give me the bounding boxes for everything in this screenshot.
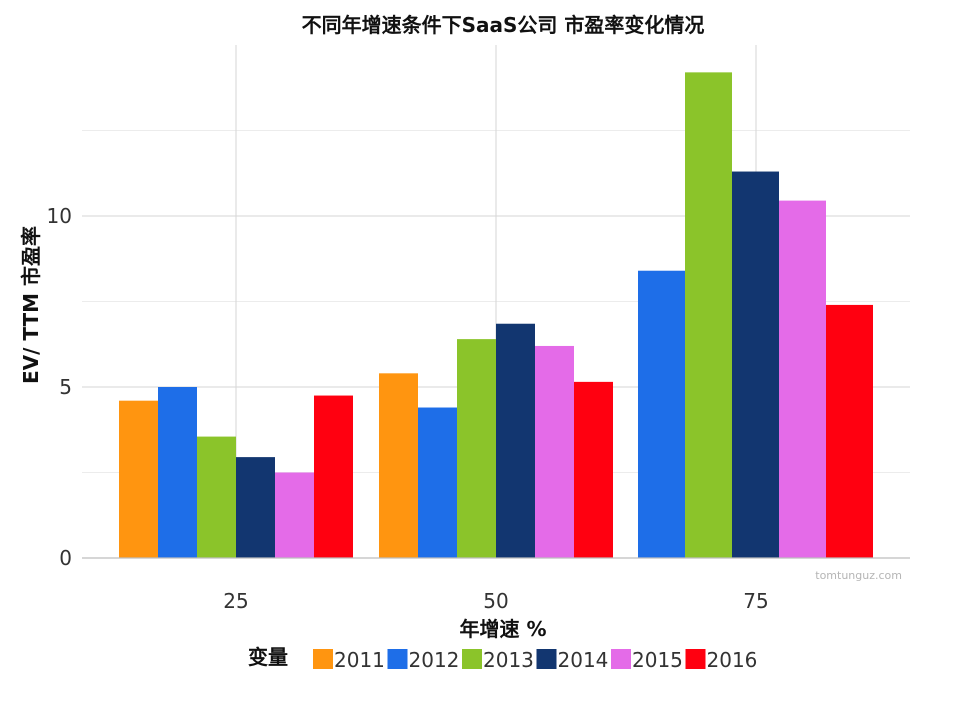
legend-label-2013: 2013 [483, 648, 534, 672]
bar-2012-75 [638, 270, 685, 558]
legend-label-2012: 2012 [409, 648, 460, 672]
legend-swatch-2015 [611, 649, 631, 669]
legend-label-2014: 2014 [558, 648, 609, 672]
x-tick-label: 50 [483, 589, 508, 613]
bar-2013-25 [197, 436, 236, 558]
legend: 变量 2011 2012 2013 2014 2015 2016 [248, 645, 757, 672]
bar-2016-25 [314, 395, 353, 558]
bar-2011-50 [379, 373, 418, 558]
axes: 0 5 10 25 50 75 [47, 204, 910, 613]
legend-swatch-2014 [536, 649, 557, 669]
bars [119, 72, 873, 559]
bar-2012-25 [158, 387, 197, 558]
bar-2013-50 [457, 339, 496, 558]
bar-2015-50 [535, 345, 574, 558]
y-tick-label: 10 [47, 204, 72, 228]
legend-swatch-2013 [462, 649, 482, 669]
y-tick-label: 5 [59, 375, 72, 399]
legend-label-2016: 2016 [707, 648, 758, 672]
bar-2012-50 [418, 407, 457, 558]
watermark: tomtunguz.com [815, 569, 902, 582]
legend-label-2015: 2015 [632, 648, 683, 672]
bar-2014-50 [496, 323, 535, 558]
legend-swatch-2011 [313, 649, 333, 669]
bar-2015-25 [275, 472, 314, 558]
x-axis-title: 年增速 % [459, 617, 546, 641]
chart-title: 不同年增速条件下SaaS公司 市盈率变化情况 [302, 13, 705, 37]
bar-2011-25 [119, 400, 158, 558]
bar-2016-75 [826, 304, 873, 558]
bar-2013-75 [685, 72, 732, 559]
x-tick-label: 25 [223, 589, 248, 613]
bar-2014-75 [732, 171, 779, 559]
gridlines [82, 45, 910, 558]
y-axis-title: EV/ TTM 市盈率 [19, 226, 43, 384]
legend-swatch-2012 [387, 649, 408, 669]
legend-swatch-2016 [685, 649, 706, 669]
y-tick-label: 0 [59, 546, 72, 570]
bar-2016-50 [574, 381, 613, 558]
legend-title: 变量 [248, 645, 288, 669]
bar-2014-25 [236, 457, 275, 558]
bar-2015-75 [779, 200, 826, 559]
legend-label-2011: 2011 [334, 648, 385, 672]
x-tick-label: 75 [743, 589, 768, 613]
